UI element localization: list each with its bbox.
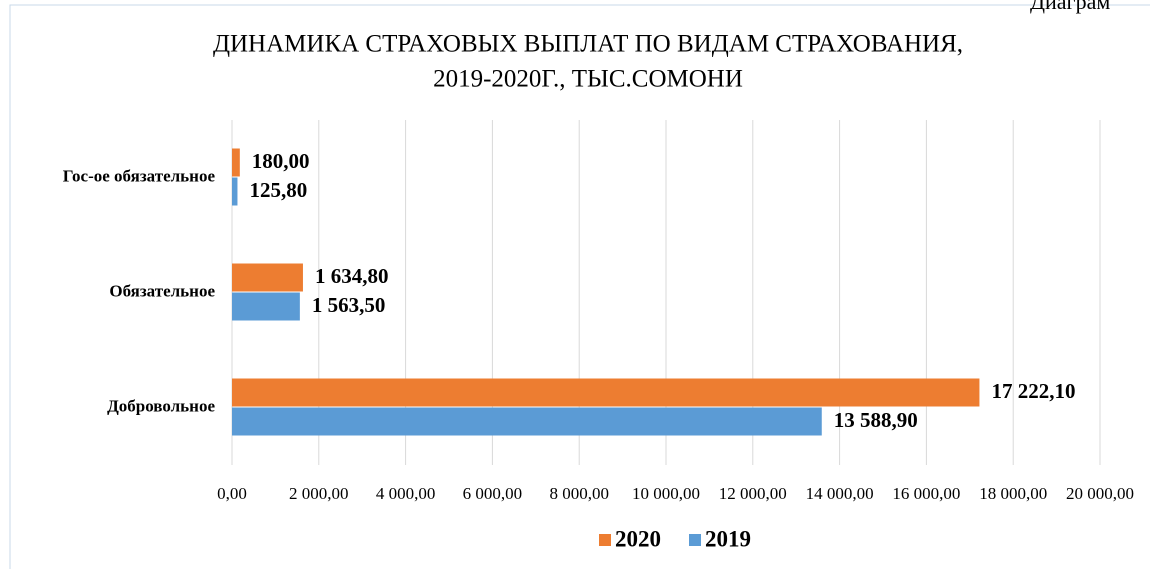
- x-tick-label: 12 000,00: [719, 484, 787, 503]
- bar: [232, 407, 822, 436]
- y-tick-label: Добровольное: [107, 396, 215, 415]
- data-label: 1 634,80: [315, 264, 389, 288]
- x-tick-label: 6 000,00: [463, 484, 523, 503]
- data-label: 1 563,50: [312, 293, 386, 317]
- legend-swatch: [689, 534, 701, 546]
- data-label: 125,80: [249, 178, 307, 202]
- chart-title: ДИНАМИКА СТРАХОВЫХ ВЫПЛАТ ПО ВИДАМ СТРАХ…: [213, 31, 963, 58]
- bar: [232, 263, 303, 292]
- data-label: 13 588,90: [834, 408, 918, 432]
- chart-frame: [9, 4, 1150, 569]
- bar: [232, 148, 240, 177]
- legend-label: 2019: [705, 526, 751, 551]
- bar: [232, 378, 980, 407]
- y-tick-label: Гос-ое обязательное: [63, 166, 216, 185]
- data-label: 17 222,10: [991, 379, 1075, 403]
- x-tick-label: 4 000,00: [376, 484, 436, 503]
- x-tick-label: 10 000,00: [632, 484, 700, 503]
- legend-label: 2020: [615, 526, 661, 551]
- bar: [232, 177, 238, 206]
- bar: [232, 292, 300, 321]
- y-tick-label: Обязательное: [109, 281, 215, 300]
- legend-swatch: [599, 534, 611, 546]
- x-tick-label: 8 000,00: [549, 484, 609, 503]
- data-label: 180,00: [252, 149, 310, 173]
- chart-subtitle: 2019-2020Г., ТЫС.СОМОНИ: [433, 66, 743, 93]
- x-tick-label: 20 000,00: [1066, 484, 1134, 503]
- x-tick-label: 16 000,00: [892, 484, 960, 503]
- x-tick-label: 14 000,00: [806, 484, 874, 503]
- x-tick-label: 18 000,00: [979, 484, 1047, 503]
- x-tick-label: 0,00: [217, 484, 247, 503]
- x-tick-label: 2 000,00: [289, 484, 349, 503]
- annotation: Диаграм: [1030, 0, 1110, 14]
